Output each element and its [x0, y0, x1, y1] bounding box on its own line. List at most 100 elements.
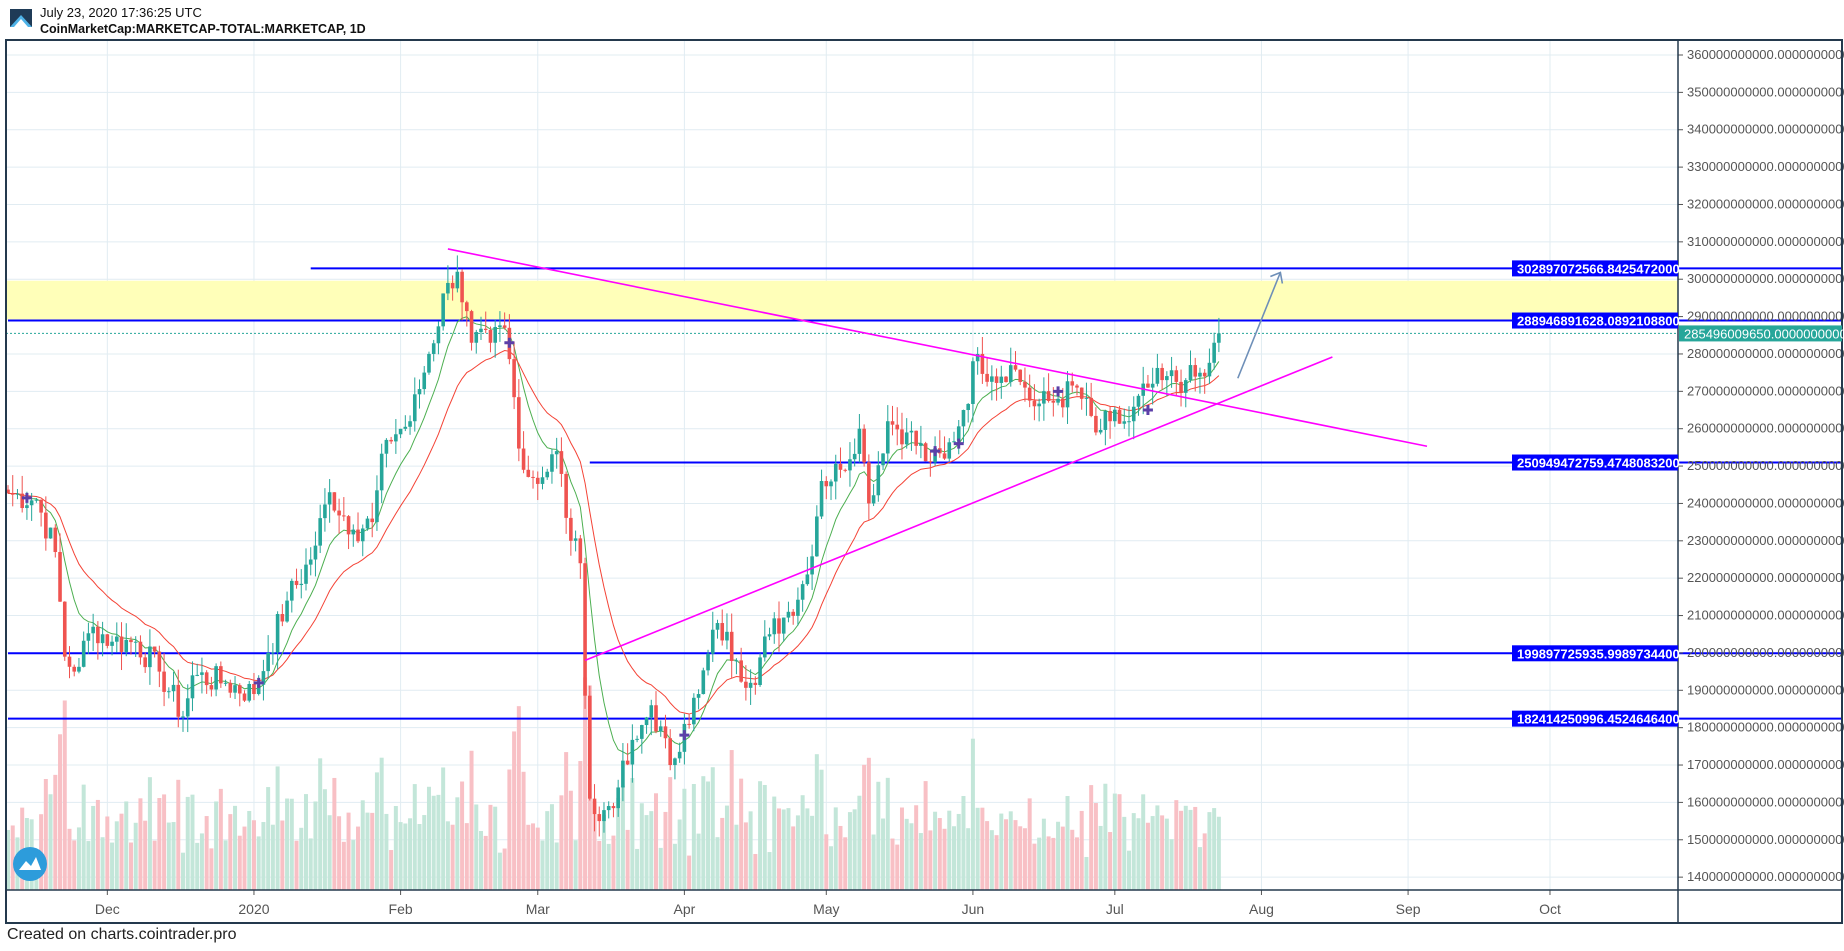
candle: [483, 328, 488, 330]
level-label: 302897072566.8425472000: [1517, 261, 1680, 276]
volume-bar: [464, 823, 469, 890]
volume-bar: [549, 804, 554, 890]
candle: [805, 574, 810, 585]
volume-bar: [734, 824, 739, 890]
candle: [422, 372, 427, 390]
volume-bar: [753, 853, 758, 890]
candle: [644, 717, 649, 726]
volume-bar: [1202, 833, 1207, 890]
candle: [545, 471, 550, 478]
candle: [843, 469, 848, 471]
volume-bar: [724, 805, 729, 890]
level-label-bg: [1512, 260, 1678, 277]
volume-bar: [62, 700, 67, 890]
volume-bar: [606, 843, 611, 890]
candle: [772, 618, 777, 635]
candle: [417, 389, 422, 395]
y-tick-label: 310000000000.0000000000: [1687, 234, 1844, 249]
price-axis: 360000000000.0000000000 350000000000.0000…: [1678, 47, 1844, 884]
candle: [564, 473, 568, 518]
volume-bar: [862, 764, 867, 890]
candle: [62, 601, 67, 657]
volume-bar: [285, 798, 290, 890]
volume-bar: [559, 795, 564, 890]
candle: [658, 726, 663, 732]
cross-signal-icon: [21, 492, 32, 503]
candle: [517, 397, 521, 449]
candle: [185, 698, 190, 717]
volume-bar: [985, 821, 990, 890]
volume-bar: [999, 813, 1004, 890]
candle: [337, 510, 341, 516]
y-tick-label: 200000000000.0000000000: [1687, 645, 1844, 660]
volume-bar: [814, 754, 819, 890]
level-label-bg: [1512, 710, 1678, 727]
arrow-head-icon: [1270, 271, 1284, 284]
candle: [1127, 421, 1131, 423]
candle: [923, 443, 928, 462]
volume-bar: [299, 827, 304, 890]
volume-bar: [441, 767, 446, 890]
volume-bar: [1070, 829, 1075, 890]
volume-bar: [455, 797, 460, 890]
volume-bar: [322, 789, 327, 890]
volume-bar: [81, 784, 86, 890]
candle: [77, 666, 81, 672]
candle: [578, 538, 583, 564]
volume-bar: [280, 820, 285, 890]
y-tick-label: 170000000000.0000000000: [1687, 757, 1844, 772]
cross-signal-icon: [930, 446, 941, 457]
candle: [815, 516, 819, 557]
candle: [710, 629, 715, 654]
volume-bar: [199, 833, 204, 890]
candle: [233, 685, 237, 693]
volume-bar: [1150, 816, 1155, 890]
tradingview-logo[interactable]: [13, 847, 47, 881]
volume-bar: [568, 790, 573, 890]
volume-bar: [379, 757, 384, 890]
volume-bar: [1065, 796, 1070, 890]
volume-bar: [337, 816, 342, 890]
candle: [1084, 397, 1089, 399]
volume-bar: [488, 804, 493, 890]
candle: [640, 725, 644, 739]
y-tick-label: 230000000000.0000000000: [1687, 533, 1844, 548]
candle: [526, 469, 531, 477]
candle: [966, 403, 970, 411]
volume-bar: [1207, 812, 1212, 890]
ema-fast-line: [7, 316, 1220, 755]
level-label: 288946891628.0892108800: [1517, 314, 1680, 329]
candle: [942, 453, 947, 459]
candle: [67, 656, 72, 667]
volume-bar: [829, 846, 834, 890]
y-tick-label: 190000000000.0000000000: [1687, 682, 1844, 697]
volume-bar: [654, 793, 659, 890]
snapshot-timestamp: July 23, 2020 17:36:25 UTC: [40, 5, 202, 20]
candle: [895, 424, 900, 430]
candle: [129, 639, 133, 643]
candle: [313, 545, 318, 560]
volume-bar: [701, 776, 706, 890]
candle: [862, 428, 866, 463]
volume-bar: [436, 794, 441, 890]
volume-bar: [223, 840, 228, 890]
volume-bar: [838, 825, 843, 890]
candle: [1060, 398, 1065, 408]
candle: [867, 462, 871, 504]
candle: [777, 618, 781, 634]
volume-bar: [531, 823, 536, 890]
volume-bar: [526, 824, 531, 890]
candle: [1056, 398, 1060, 403]
candle: [44, 512, 48, 539]
volume-bar: [497, 852, 502, 890]
volume-bar: [1089, 785, 1094, 890]
y-tick-label: 360000000000.0000000000: [1687, 47, 1844, 62]
y-tick-label: 270000000000.0000000000: [1687, 383, 1844, 398]
candle: [100, 634, 105, 644]
volume-bar: [308, 838, 313, 890]
volume-bar: [431, 795, 436, 890]
volume-bar: [649, 811, 654, 890]
candle: [592, 798, 597, 815]
candle: [275, 614, 280, 653]
